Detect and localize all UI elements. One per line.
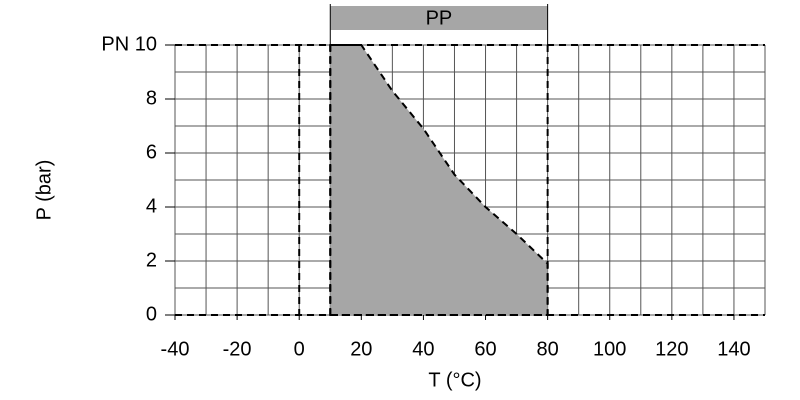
x-tick-label: 120 [655, 338, 688, 360]
y-tick-label: 0 [146, 303, 157, 325]
y-tick-label: 6 [146, 141, 157, 163]
x-tick-label: -40 [161, 338, 190, 360]
x-tick-label: 60 [474, 338, 496, 360]
x-tick-label: -20 [223, 338, 252, 360]
band-label: PP [426, 7, 453, 29]
band [330, 6, 548, 30]
x-tick-label: 140 [717, 338, 750, 360]
x-tick-label: 100 [593, 338, 626, 360]
x-tick-label: 20 [350, 338, 372, 360]
y-tick-label: 4 [146, 195, 157, 217]
x-tick-label: 40 [412, 338, 434, 360]
y-tick-label: 2 [146, 249, 157, 271]
x-axis-label: T (°C) [428, 369, 481, 391]
y-tick-label: PN 10 [101, 33, 157, 55]
y-tick-label: 8 [146, 87, 157, 109]
area [329, 44, 549, 316]
x-tick-label: 80 [537, 338, 559, 360]
x-tick-label: 0 [294, 338, 305, 360]
y-axis-label: P (bar) [33, 160, 55, 221]
